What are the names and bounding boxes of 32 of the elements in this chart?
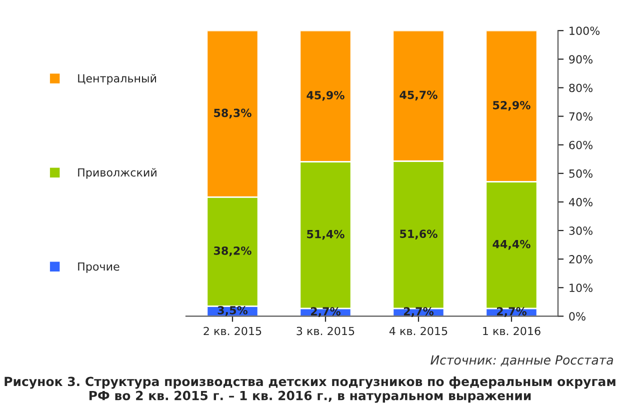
x-tick-label: 2 кв. 2015 (204, 326, 262, 336)
y-tick-label: 30% (569, 226, 592, 235)
data-label: 3,5% (218, 306, 248, 316)
y-tick-label: 80% (569, 84, 592, 92)
data-label: 44,4% (492, 240, 530, 250)
legend-label: Прочие (78, 262, 120, 273)
y-tick-label: 20% (569, 255, 592, 264)
data-label: 51,6% (400, 230, 438, 240)
data-label: 45,7% (400, 90, 438, 101)
y-tick-label: 60% (569, 140, 592, 150)
x-tick-label: 3 кв. 2015 (296, 326, 354, 336)
data-label: 38,2% (214, 246, 252, 256)
x-tick-label: 4 кв. 2015 (389, 326, 448, 336)
data-label: 2,7% (310, 307, 341, 317)
x-tick-label: 1 кв. 2016 (483, 326, 540, 336)
data-label: 51,4% (307, 230, 344, 240)
text: Источник: данные Росстата (430, 355, 613, 366)
y-tick-label: 40% (568, 198, 592, 206)
data-label: 58,3% (214, 108, 252, 118)
data-label: 2,7% (404, 307, 434, 317)
legend-label: Приволжский (78, 168, 156, 179)
y-tick-label: 0% (569, 312, 586, 321)
y-tick-label: 100% (570, 26, 600, 35)
y-tick-label: 90% (569, 55, 592, 64)
data-label: 52,9% (493, 100, 530, 111)
data-label: 45,9% (306, 90, 344, 101)
legend-label: Центральный (78, 74, 156, 85)
y-tick-label: 10% (570, 284, 592, 292)
y-tick-label: 50% (569, 169, 592, 178)
text: Рисунок 3. Структура производства детских подгузников по федеральным округам РФ во 2 кв. 2015 г. – 1 кв. 2016 г., в натуральном выражении (4, 376, 616, 403)
data-label: 2,7% (496, 307, 527, 317)
y-tick-label: 70% (569, 112, 592, 121)
